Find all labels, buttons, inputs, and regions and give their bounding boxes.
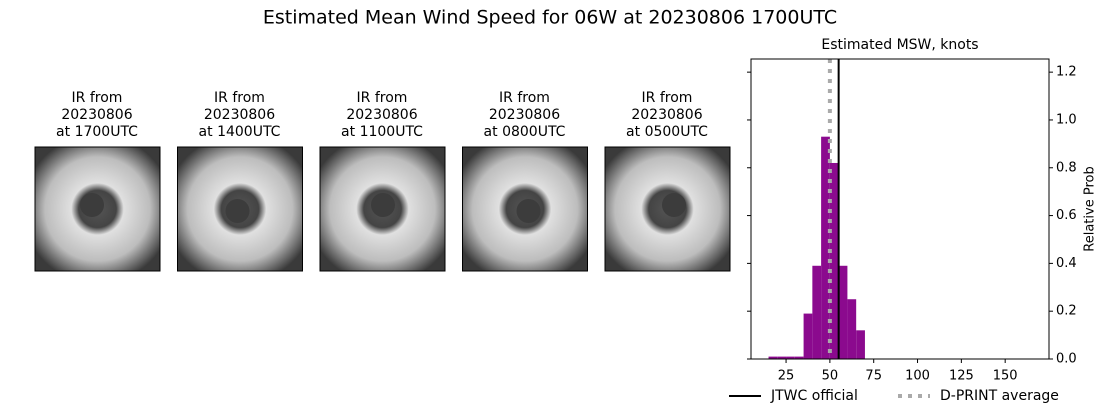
storm-eye <box>225 199 250 223</box>
storm-eye <box>371 193 395 217</box>
y-tick-label: 1.0 <box>1056 112 1077 127</box>
legend-label: JTWC official <box>770 388 858 404</box>
image-caption: at 1400UTC <box>199 124 281 140</box>
x-tick-label: 125 <box>949 369 974 384</box>
y-tick-label: 0.8 <box>1056 160 1077 175</box>
image-caption: 20230806 <box>204 107 275 123</box>
image-caption: IR from <box>357 90 408 106</box>
image-caption: 20230806 <box>631 107 702 123</box>
y-axis-label: Relative Prob <box>1083 166 1098 251</box>
image-caption: 20230806 <box>346 107 417 123</box>
bar <box>838 265 848 359</box>
bar <box>847 299 857 359</box>
bar <box>821 136 830 359</box>
image-caption: at 0800UTC <box>484 124 566 140</box>
y-tick-label: 0.0 <box>1056 352 1077 367</box>
chart-title: Estimated MSW, knots <box>821 37 978 53</box>
image-caption: IR from <box>72 90 123 106</box>
image-caption: IR from <box>499 90 550 106</box>
image-caption: IR from <box>214 90 265 106</box>
x-tick-label: 50 <box>822 369 839 384</box>
bar <box>777 356 787 359</box>
image-caption: 20230806 <box>61 107 132 123</box>
figure-title: Estimated Mean Wind Speed for 06W at 202… <box>263 7 837 29</box>
image-caption: IR from <box>642 90 693 106</box>
y-tick-label: 1.2 <box>1056 65 1077 80</box>
legend-label: D-PRINT average <box>940 388 1059 404</box>
bar <box>794 356 804 359</box>
storm-eye <box>80 193 104 217</box>
y-tick-label: 0.4 <box>1056 256 1077 271</box>
bar <box>856 330 865 359</box>
bar <box>829 162 839 359</box>
x-tick-label: 25 <box>778 369 795 384</box>
bar <box>812 265 822 359</box>
bar <box>803 313 813 359</box>
x-tick-label: 75 <box>865 369 882 384</box>
y-tick-label: 0.6 <box>1056 208 1077 223</box>
plot-frame <box>750 58 1050 360</box>
x-tick-label: 100 <box>905 369 930 384</box>
x-tick-label: 150 <box>993 369 1018 384</box>
image-caption: at 1100UTC <box>341 124 423 140</box>
storm-eye <box>662 193 686 217</box>
storm-eye <box>516 199 541 223</box>
bar <box>768 356 778 359</box>
image-caption: at 1700UTC <box>56 124 138 140</box>
image-caption: 20230806 <box>489 107 560 123</box>
y-tick-label: 0.2 <box>1056 304 1077 319</box>
image-caption: at 0500UTC <box>626 124 708 140</box>
bar <box>786 356 795 359</box>
